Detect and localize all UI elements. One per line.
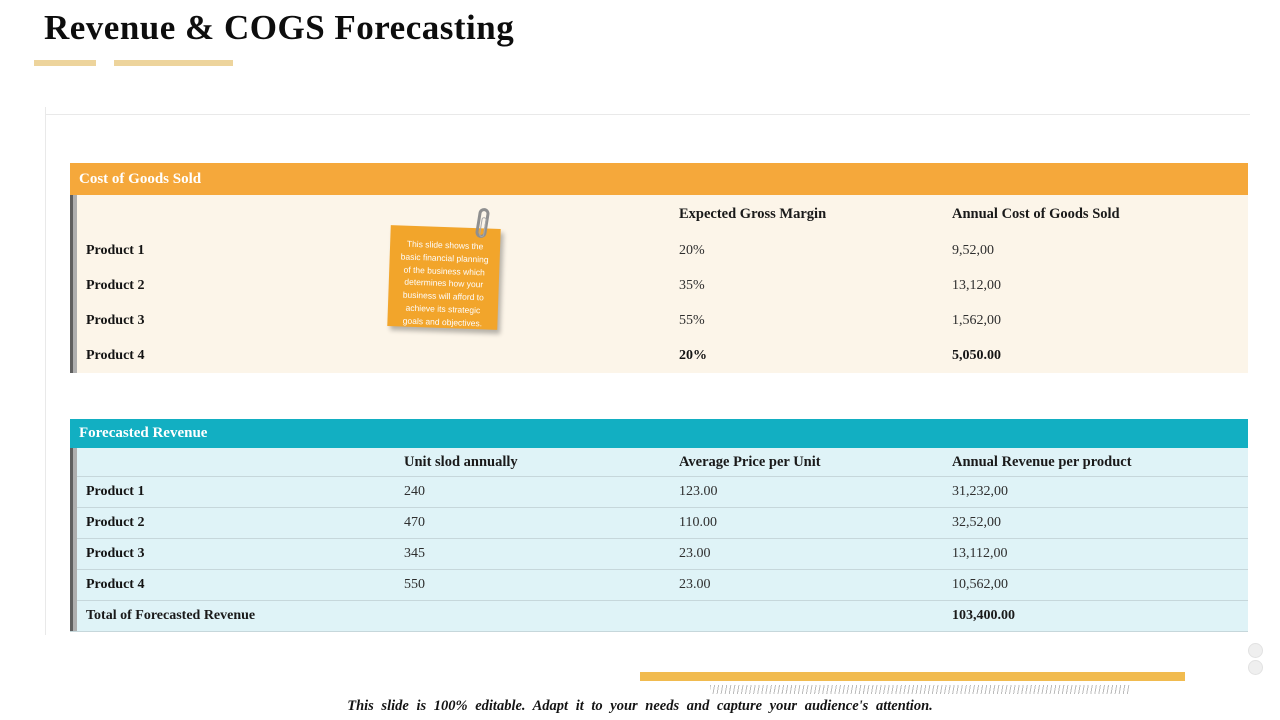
footer-caption: This slide is 100% editable. Adapt it to… <box>347 698 933 714</box>
margin-value: 35% <box>679 277 705 293</box>
slide-nav-dot <box>1248 643 1263 658</box>
table-row: Product 3 55% 1,562,00 <box>70 303 1248 338</box>
cost-value: 9,52,00 <box>952 242 994 258</box>
revenue-table: Forecasted Revenue Unit slod annually Av… <box>70 419 1248 632</box>
column-header-annual-revenue: Annual Revenue per product <box>952 453 1132 470</box>
product-label: Product 1 <box>86 242 145 258</box>
price-value: 110.00 <box>679 515 717 530</box>
sticky-note: This slide shows the basic financial pla… <box>387 225 501 330</box>
total-row: Total of Forecasted Revenue 103,400.00 <box>70 600 1248 631</box>
price-value: 123.00 <box>679 484 718 499</box>
title-underline-short <box>34 60 96 66</box>
product-label: Product 2 <box>86 515 145 530</box>
units-value: 345 <box>404 546 425 561</box>
revenue-value: 31,232,00 <box>952 484 1008 499</box>
column-header-units-sold: Unit slod annually <box>404 453 518 470</box>
product-label: Product 2 <box>86 277 145 293</box>
page-title: Revenue & COGS Forecasting <box>44 8 515 47</box>
table-row: Product 2 470 110.00 32,52,00 <box>70 507 1248 538</box>
cost-value: 1,562,00 <box>952 312 1001 328</box>
horizontal-guide-line <box>45 114 1250 115</box>
cogs-table: Cost of Goods Sold Expected Gross Margin… <box>70 163 1248 373</box>
accent-bar <box>640 672 1185 681</box>
revenue-table-header: Forecasted Revenue <box>70 419 1248 448</box>
revenue-value: 10,562,00 <box>952 577 1008 592</box>
cogs-table-header: Cost of Goods Sold <box>70 163 1248 195</box>
vertical-guide-line <box>45 107 46 635</box>
price-value: 23.00 <box>679 546 711 561</box>
price-value: 23.00 <box>679 577 711 592</box>
title-underline-long <box>114 60 233 66</box>
units-value: 240 <box>404 484 425 499</box>
revenue-value: 32,52,00 <box>952 515 1001 530</box>
margin-value: 20% <box>679 242 705 258</box>
revenue-value: 13,112,00 <box>952 546 1008 561</box>
units-value: 550 <box>404 577 425 592</box>
cost-value: 13,12,00 <box>952 277 1001 293</box>
table-row: Product 1 20% 9,52,00 <box>70 233 1248 268</box>
column-header-expected-gross-margin: Expected Gross Margin <box>679 205 827 222</box>
revenue-column-header-row: Unit slod annually Average Price per Uni… <box>70 448 1248 476</box>
cogs-column-header-row: Expected Gross Margin Annual Cost of Goo… <box>70 195 1248 233</box>
column-header-average-price: Average Price per Unit <box>679 453 821 470</box>
margin-value: 20% <box>679 347 707 363</box>
slide-nav-dot <box>1248 660 1263 675</box>
cost-value: 5,050.00 <box>952 347 1001 363</box>
product-label: Product 1 <box>86 484 145 499</box>
cogs-table-body: Expected Gross Margin Annual Cost of Goo… <box>70 195 1248 373</box>
table-row: Product 3 345 23.00 13,112,00 <box>70 538 1248 569</box>
total-label: Total of Forecasted Revenue <box>86 608 256 623</box>
table-row: Product 4 20% 5,050.00 <box>70 338 1248 373</box>
column-header-annual-cogs: Annual Cost of Goods Sold <box>952 205 1120 222</box>
margin-value: 55% <box>679 312 705 328</box>
units-value: 470 <box>404 515 425 530</box>
product-label: Product 3 <box>86 546 145 561</box>
table-row: Product 1 240 123.00 31,232,00 <box>70 476 1248 507</box>
table-row: Product 4 550 23.00 10,562,00 <box>70 569 1248 600</box>
table-row: Product 2 35% 13,12,00 <box>70 268 1248 303</box>
total-value: 103,400.00 <box>952 608 1015 623</box>
product-label: Product 4 <box>86 577 145 592</box>
hatch-pattern <box>710 685 1131 694</box>
product-label: Product 3 <box>86 312 145 328</box>
table-edge-accent <box>70 448 77 631</box>
table-edge-accent <box>70 195 77 373</box>
product-label: Product 4 <box>86 347 145 363</box>
revenue-table-body: Unit slod annually Average Price per Uni… <box>70 448 1248 632</box>
